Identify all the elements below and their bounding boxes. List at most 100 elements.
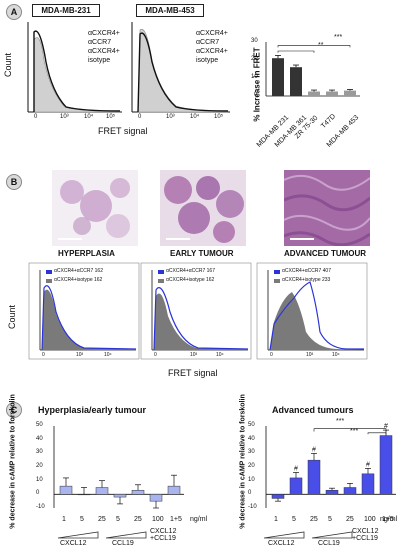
left-camp-ytick: 40 bbox=[36, 435, 43, 442]
legend-b1-ccr7: αCXCR4+αCCR7 162 bbox=[54, 268, 103, 274]
histogram-231 bbox=[27, 22, 122, 113]
camp-bar bbox=[59, 485, 73, 495]
camp-bar bbox=[149, 494, 163, 502]
left-camp-ytick: 20 bbox=[36, 463, 43, 469]
right-camp-ytick: -10 bbox=[248, 504, 257, 510]
histology-advanced-tumour-image bbox=[284, 170, 370, 246]
histogram-title-231: MDA-MB-231 bbox=[32, 4, 100, 17]
left-camp-category: 100 bbox=[152, 516, 164, 523]
camp-bar bbox=[289, 477, 303, 495]
camp-right-sig-1: *** bbox=[336, 418, 345, 425]
left-camp-category: 1 bbox=[62, 516, 66, 523]
tick-b2-0: 0 bbox=[154, 352, 157, 358]
left-camp-category: 25 bbox=[134, 516, 142, 523]
camp-right-bar-chart: # # # # bbox=[265, 423, 396, 508]
right-camp-ytick: 30 bbox=[248, 449, 255, 456]
histology-hyperplasia-image bbox=[52, 170, 138, 246]
fret-bar bbox=[344, 90, 356, 96]
panel-label-a: A bbox=[6, 4, 22, 20]
right-camp-category: 25 bbox=[346, 516, 354, 523]
right-camp-category: 1+5 bbox=[382, 516, 394, 523]
camp-right-group-cxcl12: CXCL12 bbox=[268, 540, 295, 547]
legend-b1-isotype: αCXCR4+isotype 162 bbox=[54, 277, 103, 283]
camp-bracket bbox=[313, 428, 387, 432]
camp-bar bbox=[325, 489, 339, 495]
camp-bar bbox=[95, 487, 109, 495]
camp-left-group-cxcl12: CXCL12 bbox=[60, 540, 87, 547]
fret-ytick-3: 30 bbox=[251, 38, 258, 44]
camp-marker: # bbox=[312, 446, 316, 453]
right-camp-ytick: 10 bbox=[248, 476, 255, 483]
fret-cat-3: T47D bbox=[320, 112, 338, 131]
panel-a-ylabel: Count bbox=[3, 52, 14, 78]
histogram-hyperplasia bbox=[28, 262, 140, 360]
fret-bar bbox=[308, 91, 320, 96]
camp-left-unit: ng/ml bbox=[190, 516, 208, 523]
camp-left-group-ccl19: CCL19 bbox=[112, 540, 134, 547]
panel-label-b: B bbox=[6, 174, 22, 190]
left-camp-ytick: 50 bbox=[36, 422, 43, 428]
fret-bracket bbox=[277, 50, 315, 53]
dose-ramp-left-cxcl12 bbox=[57, 531, 99, 539]
dose-ramp-right-ccl19 bbox=[311, 531, 353, 539]
tick-a2-3: 10⁵ bbox=[214, 114, 224, 120]
legend-a1-line1: αCXCR4+ bbox=[88, 30, 120, 37]
legend-a1-line3: αCXCR4+ bbox=[88, 48, 120, 55]
legend-a2-line2: αCCR7 bbox=[196, 39, 220, 46]
stage-label-hyperplasia: HYPERPLASIA bbox=[58, 249, 115, 258]
tick-a2-2: 10⁴ bbox=[190, 114, 200, 120]
dose-ramp-left-ccl19 bbox=[105, 531, 147, 539]
right-camp-ytick: 40 bbox=[248, 435, 255, 442]
histogram-title-453: MDA-MB-453 bbox=[136, 4, 204, 17]
tick-b3-1: 10³ bbox=[306, 352, 314, 358]
right-camp-category: 5 bbox=[328, 516, 332, 523]
tick-a1-1: 10³ bbox=[60, 114, 69, 120]
legend-b2-isotype: αCXCR4+isotype 162 bbox=[166, 277, 215, 283]
camp-bar bbox=[307, 459, 321, 495]
left-camp-category: 5 bbox=[80, 516, 84, 523]
stage-label-early: EARLY TUMOUR bbox=[170, 249, 234, 258]
tick-a1-0: 0 bbox=[34, 114, 38, 120]
legend-a1-line4: isotype bbox=[88, 57, 111, 64]
camp-bar bbox=[361, 473, 375, 495]
left-camp-category: 5 bbox=[116, 516, 120, 523]
camp-bar bbox=[271, 494, 285, 499]
fret-ytick-1: 10 bbox=[251, 74, 258, 80]
legend-b3-ccr7: αCXCR4+αCCR7 407 bbox=[282, 268, 331, 274]
left-camp-category: 1+5 bbox=[170, 516, 182, 523]
fret-ytick-0: 0 bbox=[254, 92, 258, 98]
camp-right-sig-2: *** bbox=[350, 428, 359, 435]
tick-a1-2: 10⁴ bbox=[84, 114, 94, 120]
camp-marker: # bbox=[384, 423, 388, 430]
left-camp-category: 25 bbox=[98, 516, 106, 523]
tick-b3-2: 10⁴ bbox=[332, 352, 340, 358]
tick-a1-3: 10⁵ bbox=[106, 114, 116, 120]
left-camp-ytick: 10 bbox=[36, 476, 43, 483]
histogram-early-tumour bbox=[140, 262, 252, 360]
left-camp-ytick: 0 bbox=[36, 490, 40, 497]
histogram-453 bbox=[131, 22, 230, 113]
camp-left-bar-chart bbox=[53, 426, 184, 509]
fret-bar bbox=[272, 58, 284, 96]
fret-bar bbox=[290, 67, 302, 96]
right-camp-ytick: 20 bbox=[248, 463, 255, 469]
camp-right-ylabel: % decrease in cAMP relative to forskolin bbox=[239, 394, 247, 529]
camp-marker: # bbox=[294, 465, 298, 472]
stage-label-advanced: ADVANCED TUMOUR bbox=[284, 249, 367, 258]
tick-b1-0: 0 bbox=[42, 352, 45, 358]
fret-bar-chart bbox=[265, 42, 360, 97]
camp-marker: # bbox=[366, 461, 370, 468]
tick-b1-1: 10³ bbox=[76, 352, 84, 358]
legend-a1-line2: αCCR7 bbox=[88, 39, 112, 46]
fret-sig-1: ** bbox=[318, 42, 324, 49]
legend-a2-line4: isotype bbox=[196, 57, 219, 64]
camp-left-ylabel: % decrease in cAMP relative to forskolin bbox=[9, 394, 17, 529]
dose-ramp-right-cxcl12 bbox=[263, 531, 305, 539]
fret-sig-2: *** bbox=[334, 34, 343, 41]
camp-bracket bbox=[367, 432, 387, 435]
fret-bar bbox=[326, 91, 338, 96]
histogram-advanced-tumour bbox=[256, 262, 368, 360]
panel-label-c: C bbox=[6, 402, 22, 418]
panel-b-ylabel: Count bbox=[7, 304, 18, 330]
camp-bar bbox=[113, 494, 127, 498]
